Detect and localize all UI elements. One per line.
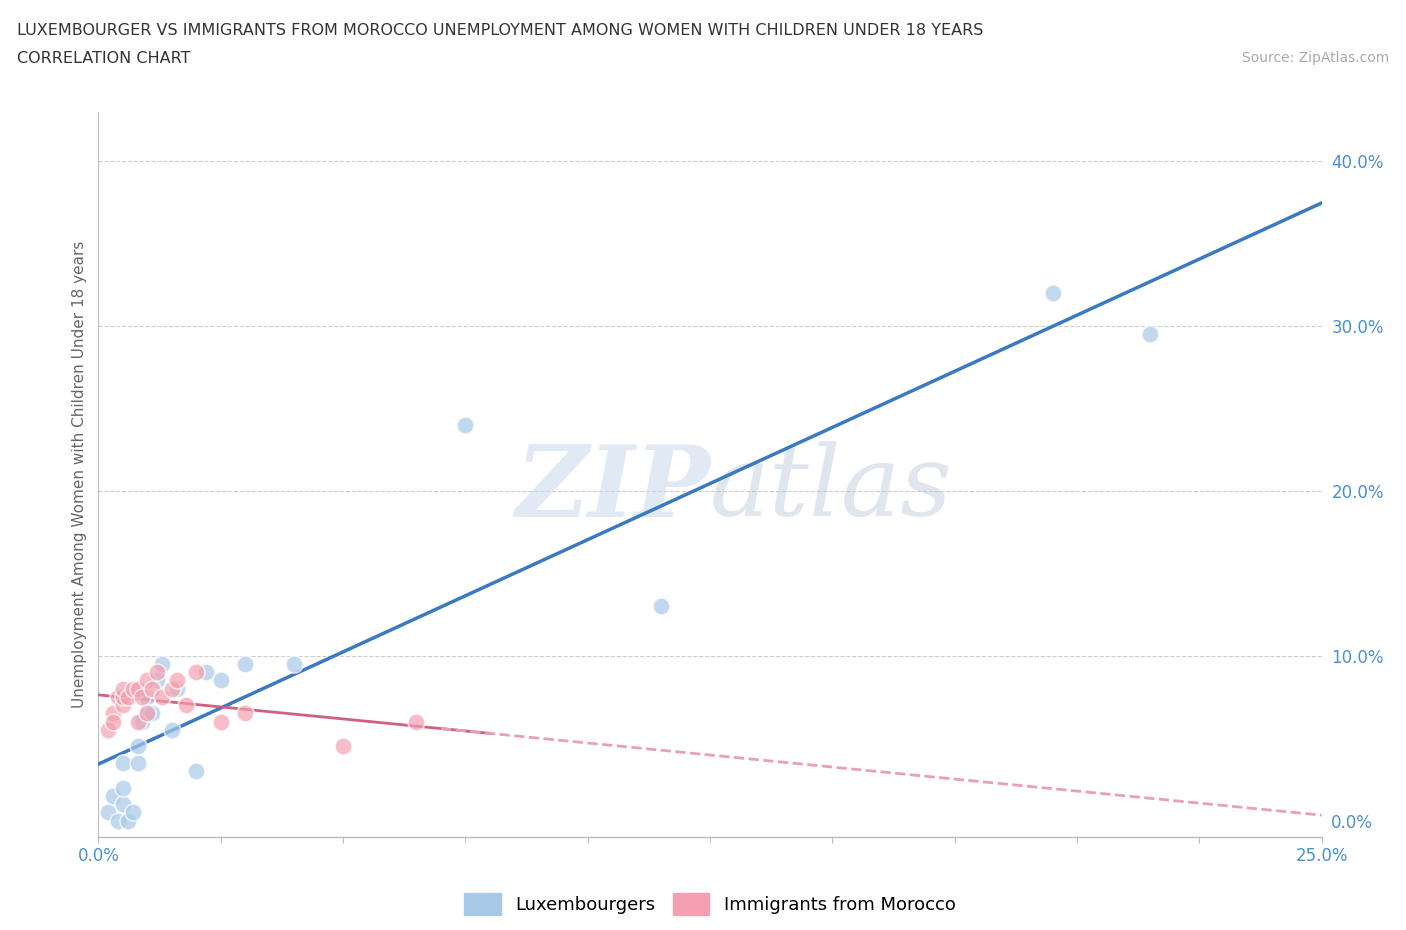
Y-axis label: Unemployment Among Women with Children Under 18 years: Unemployment Among Women with Children U…	[72, 241, 87, 708]
Point	[283, 657, 305, 671]
Point	[131, 714, 153, 729]
Point	[107, 813, 129, 828]
Point	[117, 689, 139, 704]
Text: Source: ZipAtlas.com: Source: ZipAtlas.com	[1241, 51, 1389, 65]
Point	[136, 706, 159, 721]
Point	[97, 723, 120, 737]
Point	[650, 599, 672, 614]
Point	[101, 706, 124, 721]
Point	[131, 689, 153, 704]
Legend: Luxembourgers, Immigrants from Morocco: Luxembourgers, Immigrants from Morocco	[457, 885, 963, 923]
Point	[166, 673, 188, 688]
Point	[127, 714, 149, 729]
Point	[1042, 286, 1064, 300]
Point	[454, 418, 477, 432]
Point	[107, 689, 129, 704]
Point	[150, 657, 173, 671]
Point	[101, 789, 124, 804]
Point	[141, 681, 163, 696]
Point	[332, 738, 354, 753]
Point	[233, 706, 256, 721]
Point	[146, 673, 169, 688]
Point	[136, 673, 159, 688]
Point	[146, 665, 169, 680]
Point	[111, 780, 134, 795]
Point	[136, 689, 159, 704]
Point	[141, 706, 163, 721]
Point	[127, 738, 149, 753]
Text: ZIP: ZIP	[515, 441, 710, 537]
Text: atlas: atlas	[710, 441, 953, 537]
Point	[117, 813, 139, 828]
Point	[97, 804, 120, 819]
Point	[121, 681, 143, 696]
Point	[195, 665, 218, 680]
Point	[166, 681, 188, 696]
Point	[233, 657, 256, 671]
Point	[160, 723, 183, 737]
Point	[186, 764, 208, 778]
Point	[150, 689, 173, 704]
Point	[1139, 326, 1161, 341]
Point	[101, 714, 124, 729]
Point	[111, 689, 134, 704]
Point	[111, 755, 134, 770]
Point	[186, 665, 208, 680]
Point	[127, 755, 149, 770]
Text: CORRELATION CHART: CORRELATION CHART	[17, 51, 190, 66]
Point	[209, 714, 232, 729]
Point	[121, 804, 143, 819]
Point	[111, 797, 134, 812]
Point	[111, 681, 134, 696]
Point	[127, 681, 149, 696]
Point	[111, 698, 134, 712]
Point	[160, 681, 183, 696]
Point	[405, 714, 427, 729]
Point	[209, 673, 232, 688]
Text: LUXEMBOURGER VS IMMIGRANTS FROM MOROCCO UNEMPLOYMENT AMONG WOMEN WITH CHILDREN U: LUXEMBOURGER VS IMMIGRANTS FROM MOROCCO …	[17, 23, 983, 38]
Point	[176, 698, 198, 712]
Point	[136, 706, 159, 721]
